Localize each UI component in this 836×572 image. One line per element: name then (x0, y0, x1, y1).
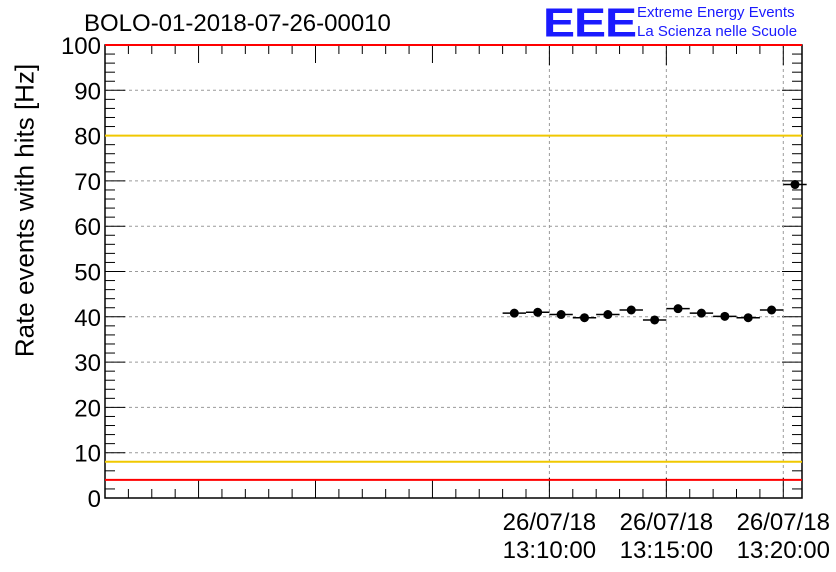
x-tick-time-label: 13:10:00 (503, 537, 596, 564)
chart-title: BOLO-01-2018-07-26-00010 (84, 10, 391, 37)
x-tick-date-label: 26/07/18 (737, 509, 830, 536)
y-tick-label: 30 (74, 350, 101, 377)
data-point (720, 311, 730, 321)
data-point (533, 307, 543, 317)
y-tick-label: 20 (74, 395, 101, 422)
data-point (743, 313, 753, 323)
logo-caption-line2: La Scienza nelle Scuole (637, 23, 798, 40)
eee-logo: EEE (543, 0, 637, 46)
y-tick-label: 70 (74, 169, 101, 196)
y-tick-label: 100 (61, 33, 101, 60)
data-point (673, 304, 683, 314)
y-tick-label: 10 (74, 441, 101, 468)
x-tick-date-label: 26/07/18 (620, 509, 713, 536)
data-point (767, 305, 777, 315)
x-tick-time-label: 13:15:00 (620, 537, 713, 564)
x-tick-date-label: 26/07/18 (503, 509, 596, 536)
data-point (603, 310, 613, 320)
data-point (556, 310, 566, 320)
y-tick-label: 90 (74, 78, 101, 105)
x-tick-time-label: 13:20:00 (737, 537, 830, 564)
y-tick-label: 40 (74, 305, 101, 332)
logo-caption: Extreme Energy Events La Scienza nelle S… (637, 3, 797, 41)
y-tick-label: 80 (74, 124, 101, 151)
y-tick-label: 60 (74, 214, 101, 241)
data-point (696, 308, 706, 318)
data-point (509, 308, 519, 318)
y-tick-label: 0 (88, 486, 101, 513)
data-point (626, 305, 636, 315)
data-point (650, 315, 660, 325)
data-point (579, 313, 589, 323)
y-tick-label: 50 (74, 260, 101, 287)
data-point (790, 180, 800, 190)
logo-caption-line1: Extreme Energy Events (637, 4, 795, 21)
